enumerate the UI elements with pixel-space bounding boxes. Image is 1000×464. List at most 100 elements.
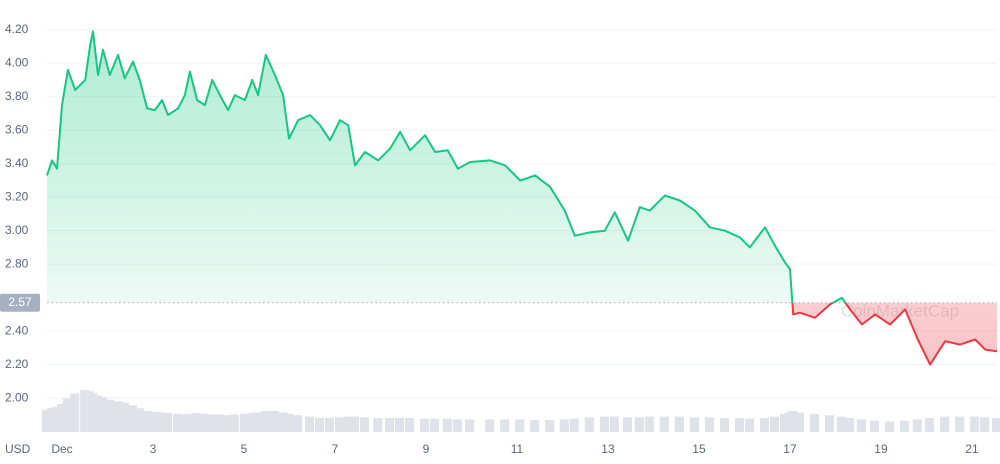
volume-bar (788, 411, 798, 432)
volume-bar (769, 416, 780, 432)
x-tick-label: 9 (423, 442, 430, 456)
x-tick-label: 7 (332, 442, 339, 456)
volume-bar (373, 418, 383, 432)
x-tick-label: 17 (783, 442, 797, 456)
volume-bar (253, 412, 263, 432)
volume-bar (515, 419, 525, 432)
volume-bar (119, 402, 129, 432)
x-tick-label: Dec (51, 442, 72, 456)
volume-bar (359, 417, 370, 432)
y-tick-label: 2.40 (5, 323, 29, 337)
volume-bar (634, 417, 644, 432)
volume-bar (674, 416, 684, 432)
y-tick-label: 3.40 (5, 156, 29, 170)
reference-label: 2.57 (8, 295, 32, 309)
volume-bar (112, 401, 123, 432)
volume-bar (199, 413, 209, 432)
volume-bar (844, 418, 855, 432)
volume-bar (239, 413, 249, 432)
volume-bar (622, 417, 633, 432)
volume-bar (334, 417, 345, 432)
x-tick-label: 11 (511, 442, 524, 456)
volume-bar (970, 416, 980, 432)
volume-bar (269, 411, 279, 432)
volume-bar (485, 419, 495, 432)
y-tick-label: 4.20 (5, 22, 29, 36)
volume-bar (420, 418, 430, 432)
volume-bar (278, 412, 288, 432)
volume-bar (759, 418, 770, 432)
volume-bar (179, 414, 189, 432)
volume-bar (885, 421, 895, 432)
volume-bar (779, 413, 790, 432)
volume-bar (836, 416, 846, 432)
volume-bar (385, 418, 395, 432)
volume-bar (314, 418, 325, 432)
volume-bar (223, 415, 233, 432)
volume-bar (207, 414, 217, 432)
x-tick-label: 15 (692, 442, 706, 456)
volume-bar (214, 414, 224, 432)
volume-bar (824, 415, 835, 432)
volume-bar (870, 420, 880, 432)
y-tick-label: 3.20 (5, 189, 29, 203)
x-tick-label: 19 (874, 442, 888, 456)
y-tick-label: 2.20 (5, 357, 29, 371)
volume-bar (545, 420, 555, 432)
reference-label-bg (0, 293, 40, 312)
y-tick-label: 2.80 (5, 256, 29, 270)
volume-bar (46, 408, 57, 432)
volume-bar (293, 415, 303, 432)
volume-bar (172, 413, 183, 432)
price-line-up (46, 30, 847, 303)
volume-bar (644, 416, 654, 432)
volume-bar (744, 418, 754, 432)
volume-bar (794, 412, 805, 432)
price-line-down (791, 302, 998, 366)
volume-bar (569, 418, 579, 432)
volume-bar (734, 418, 744, 432)
x-tick-label: 13 (601, 442, 615, 456)
volume-bar (452, 419, 462, 432)
y-tick-label: 3.60 (5, 122, 29, 136)
volume-bar (247, 413, 257, 432)
volume-bar (87, 392, 97, 432)
volume-bar (980, 417, 990, 432)
volume-bar (349, 416, 360, 432)
volume-bar (62, 398, 72, 432)
volume-bar (599, 416, 609, 432)
volume-bar (719, 418, 729, 432)
y-tick-label: 3.80 (5, 89, 29, 103)
volume-bar (97, 397, 108, 432)
volume-bar (925, 418, 935, 432)
volume-bar (955, 416, 965, 432)
volume-bar (465, 419, 475, 432)
volume-bar (304, 416, 315, 432)
volume-bar (500, 419, 510, 432)
volume-bar (51, 406, 62, 432)
volume-bar (609, 416, 619, 432)
volume-bar (430, 418, 440, 432)
volume-bar (530, 420, 540, 432)
y-unit-label: USD (5, 442, 31, 456)
volume-bar (395, 418, 405, 432)
volume-bar (134, 408, 144, 432)
volume-bar (940, 416, 950, 432)
volume-bar (659, 416, 669, 432)
area-down (792, 302, 997, 365)
volume-bar (704, 417, 714, 432)
y-tick-label: 3.00 (5, 223, 29, 237)
volume-bar (809, 413, 820, 432)
volume-bar (229, 414, 239, 432)
volume-bar (991, 418, 1000, 432)
volume-bar (343, 416, 353, 432)
volume-bar (142, 411, 152, 432)
volume-bar (104, 399, 114, 432)
volume-bar (149, 411, 159, 432)
y-tick-label: 2.00 (5, 390, 29, 404)
volume-bar (405, 418, 415, 432)
volume-bar (56, 404, 67, 432)
volume-bar (324, 418, 335, 432)
volume-bar (584, 417, 594, 432)
